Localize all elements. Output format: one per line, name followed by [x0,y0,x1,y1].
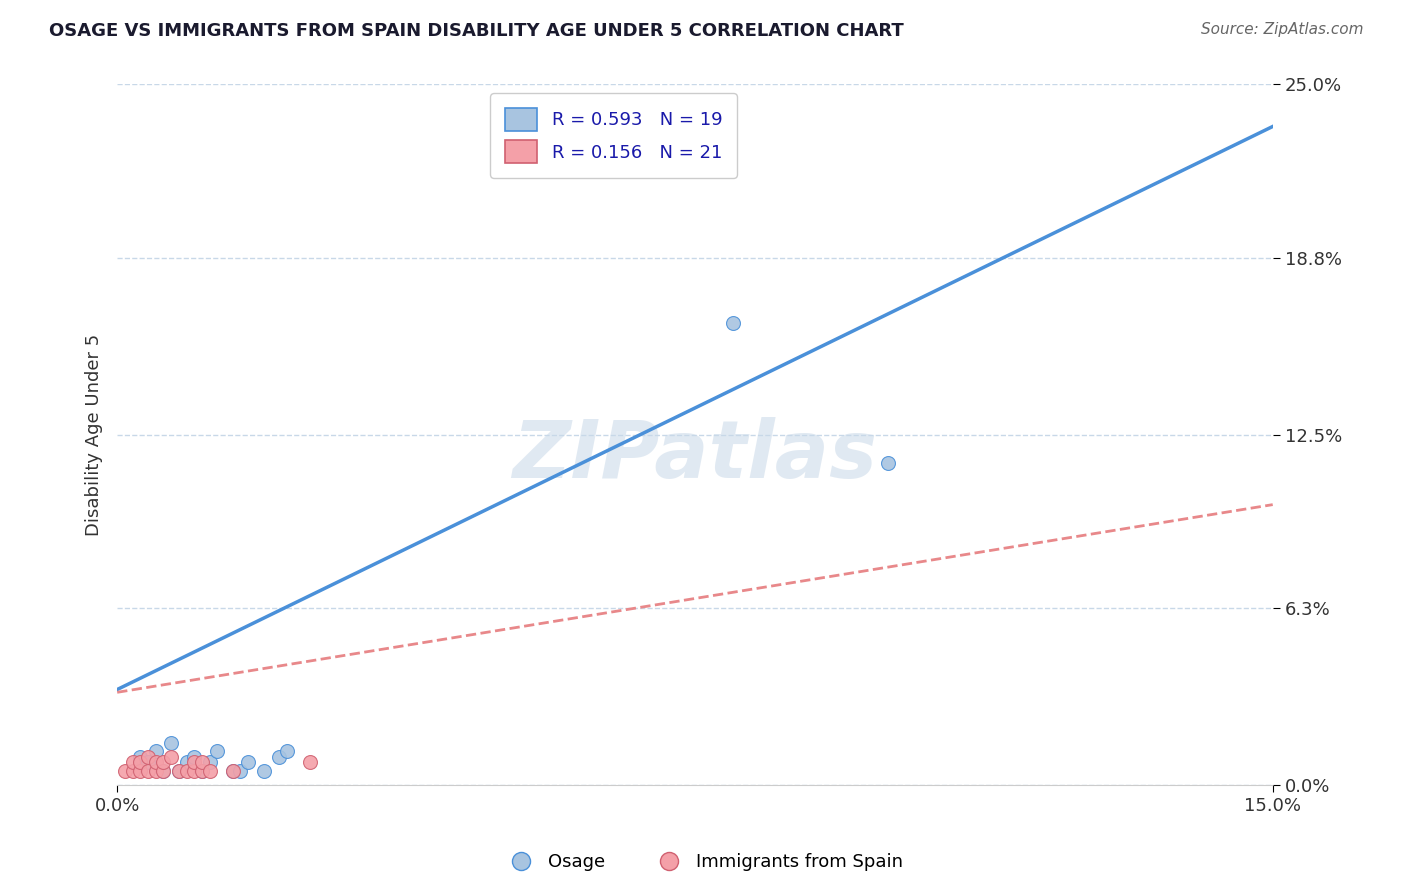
Point [160,749,183,764]
Point [198,756,221,770]
Point [176,764,198,778]
Point [152,756,174,770]
Point [136,756,159,770]
Point [229,764,252,778]
Point [267,749,290,764]
Point [222,764,245,778]
Point [114,764,136,778]
Point [236,756,259,770]
Point [207,744,229,758]
Point [160,736,183,750]
Point [129,756,152,770]
Point [152,764,174,778]
Point [183,749,205,764]
Point [198,764,221,778]
Point [191,764,214,778]
Point [129,764,152,778]
Point [191,756,214,770]
Point [191,764,214,778]
Point [276,744,298,758]
Point [876,456,898,470]
Text: Source: ZipAtlas.com: Source: ZipAtlas.com [1201,22,1364,37]
Point [121,764,143,778]
Point [167,764,190,778]
Point [723,316,745,330]
Text: OSAGE VS IMMIGRANTS FROM SPAIN DISABILITY AGE UNDER 5 CORRELATION CHART: OSAGE VS IMMIGRANTS FROM SPAIN DISABILIT… [49,22,904,40]
Point [183,764,205,778]
Point [222,764,245,778]
Text: ZIPatlas: ZIPatlas [512,417,877,494]
Point [121,756,143,770]
Legend: Osage, Immigrants from Spain: Osage, Immigrants from Spain [496,847,910,879]
Point [298,756,321,770]
Point [145,744,167,758]
Point [167,764,190,778]
Y-axis label: Disability Age Under 5: Disability Age Under 5 [86,334,103,536]
Point [252,764,274,778]
Point [145,764,167,778]
Point [152,764,174,778]
Point [129,749,152,764]
Point [136,749,159,764]
Point [145,756,167,770]
Point [176,756,198,770]
Point [183,756,205,770]
Point [136,764,159,778]
Legend: R = 0.593   N = 19, R = 0.156   N = 21: R = 0.593 N = 19, R = 0.156 N = 21 [491,94,737,178]
